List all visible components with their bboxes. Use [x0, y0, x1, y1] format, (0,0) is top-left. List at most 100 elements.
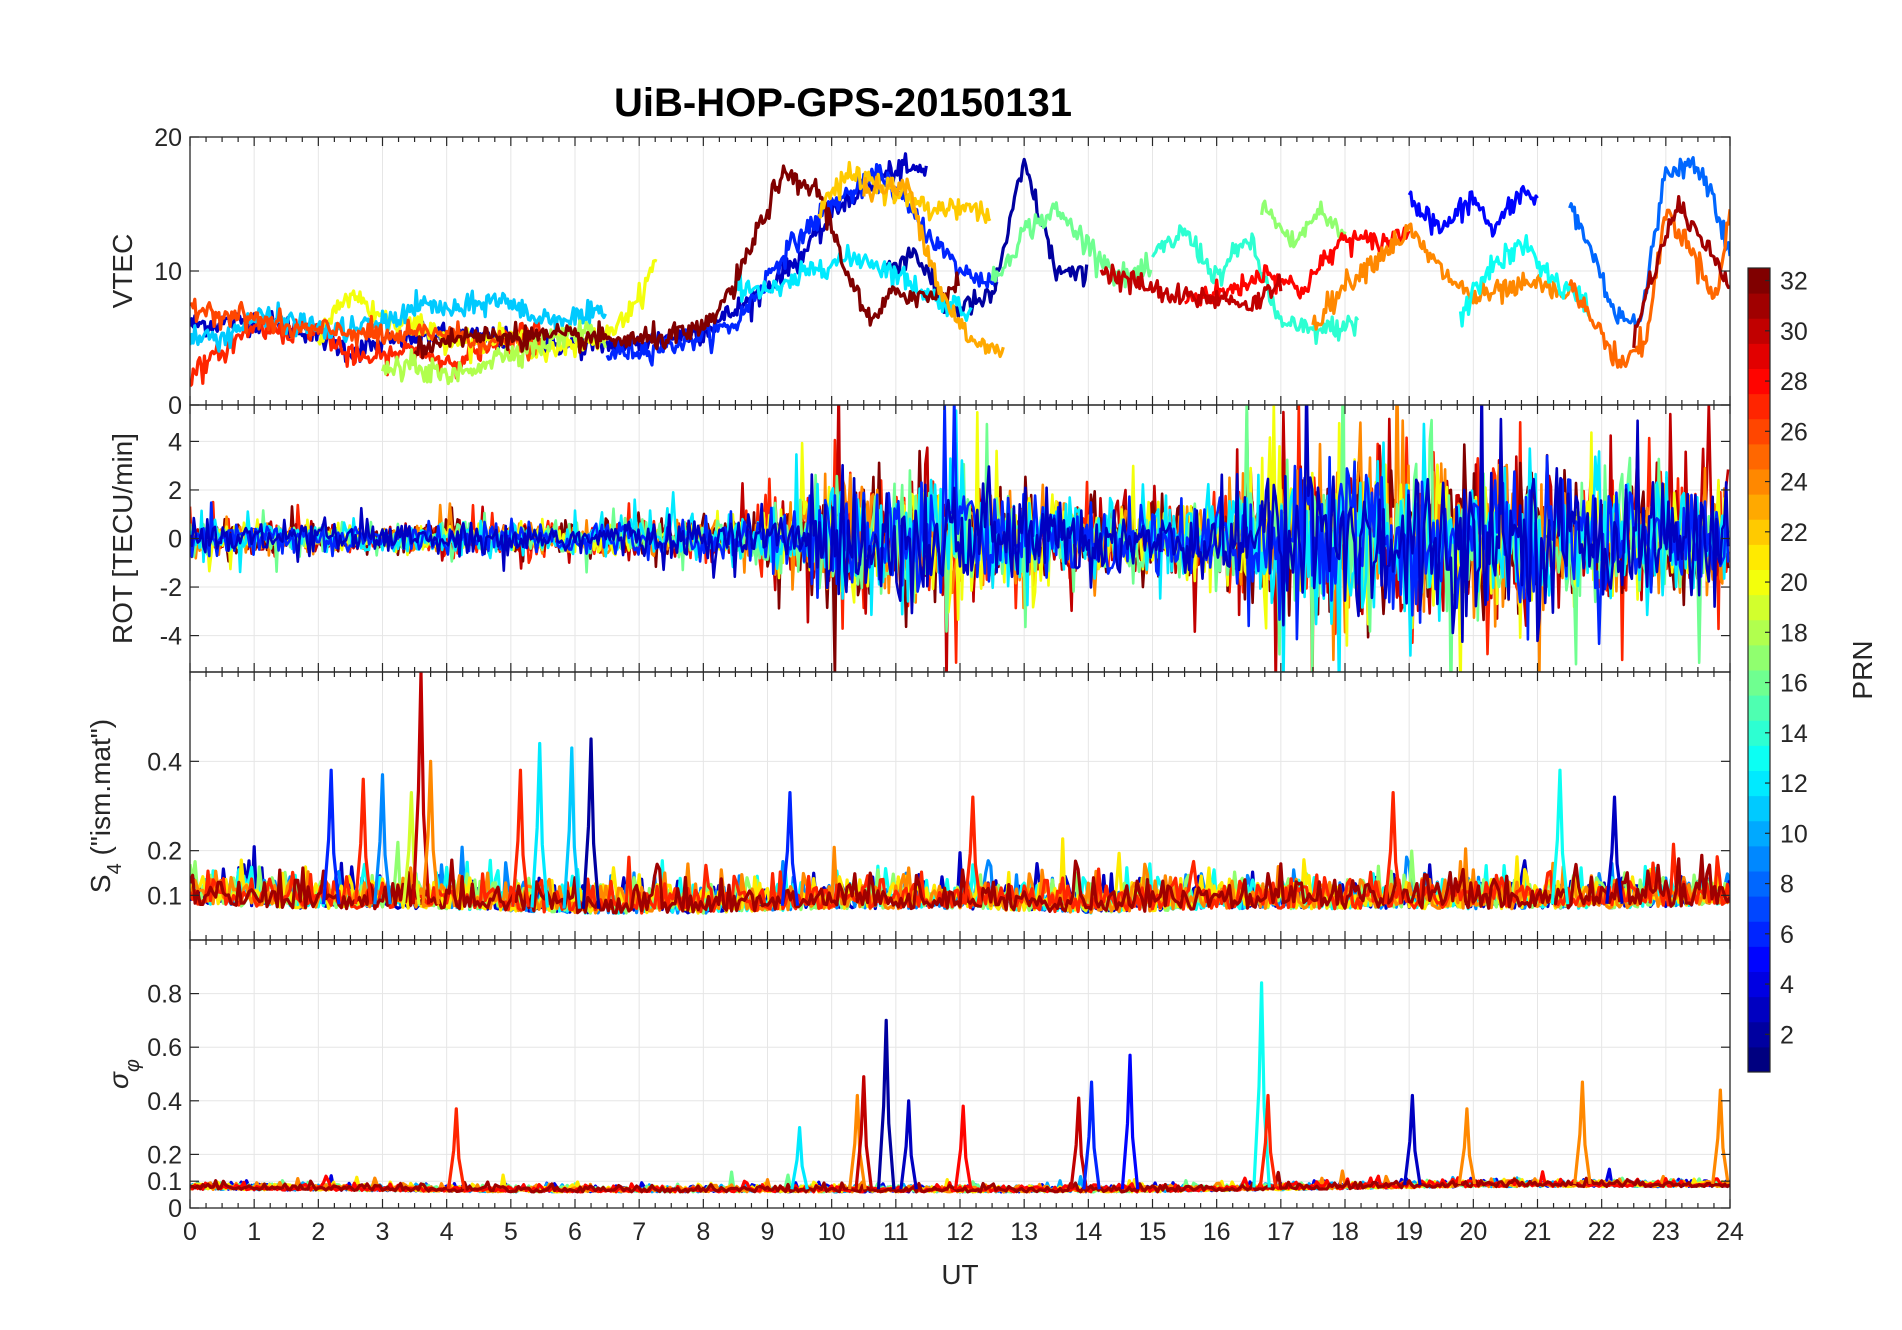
- ytick-label: 0.1: [147, 1168, 182, 1196]
- colorbar-tick-label: 6: [1780, 921, 1794, 949]
- ticks-1: [189, 136, 1731, 406]
- spike-prn-30: [1069, 1096, 1088, 1190]
- xtick-label: 14: [1074, 1218, 1102, 1246]
- series-line-prn-31: [1632, 195, 1730, 349]
- series-line-prn-28: [1184, 226, 1411, 308]
- colorbar-segment: [1748, 1046, 1770, 1073]
- colorbar-tick-label: 26: [1780, 418, 1808, 446]
- ytick-label: 0.2: [147, 1141, 182, 1169]
- spike-prn-24: [848, 1093, 867, 1190]
- colorbar-segment: [1748, 469, 1770, 495]
- colorbar-tick-label: 22: [1780, 519, 1808, 547]
- colorbar-segment: [1748, 318, 1770, 344]
- xtick-label: 5: [504, 1218, 518, 1246]
- xtick-label: 17: [1267, 1218, 1295, 1246]
- panel-3: 0.10.20.4S4 ("ism.mat"): [85, 671, 1731, 941]
- y-axis-label-1: VTEC: [107, 234, 138, 309]
- xtick-label: 24: [1716, 1218, 1744, 1246]
- series-line-prn-24: [1311, 222, 1572, 331]
- spike-prn-27: [963, 795, 983, 905]
- colorbar-segment: [1748, 720, 1770, 746]
- data-2: [190, 405, 1730, 672]
- subscript: 4: [104, 863, 126, 874]
- xtick-label: 8: [696, 1218, 710, 1246]
- spike-prn-3: [1403, 1093, 1422, 1186]
- series-line-prn-25: [1568, 208, 1730, 369]
- series-line-prn-26: [190, 297, 543, 362]
- series-line-prn-8: [1568, 156, 1730, 329]
- ytick-label: -4: [160, 623, 182, 651]
- ytick-label: 0: [168, 526, 182, 554]
- xtick-label: 1: [247, 1218, 261, 1246]
- spike-prn-27: [447, 1107, 466, 1190]
- figure-title: UiB-HOP-GPS-20150131: [614, 81, 1072, 125]
- colorbar-tick-label: 16: [1780, 670, 1808, 698]
- series-line-prn-5: [1407, 185, 1539, 238]
- colorbar-tick-label: 28: [1780, 368, 1808, 396]
- colorbar-segment: [1748, 393, 1770, 420]
- ticks-4: [189, 940, 1731, 1209]
- ytick-label: 0: [168, 1195, 182, 1223]
- colorbar-tick-label: 32: [1780, 268, 1808, 296]
- label-rest: ("ism.mat"): [85, 719, 116, 863]
- colorbar-segment: [1748, 820, 1770, 847]
- series-line-prn-13: [1458, 234, 1591, 328]
- colorbar-segment: [1748, 519, 1770, 545]
- xtick-label: 21: [1524, 1218, 1552, 1246]
- ytick-label: 20: [154, 124, 182, 152]
- spike-prn-6: [1082, 1080, 1101, 1190]
- x-axis-label: UT: [941, 1259, 978, 1290]
- colorbar-label: PRN: [1847, 640, 1878, 699]
- colorbar-tick-label: 2: [1780, 1021, 1794, 1049]
- colorbar-tick-label: 14: [1780, 720, 1808, 748]
- xtick-label: 20: [1459, 1218, 1487, 1246]
- xtick-label: 4: [440, 1218, 454, 1246]
- ytick-label: 0: [168, 392, 182, 420]
- data-4: [190, 981, 1730, 1194]
- series-line-prn-3: [190, 405, 1730, 643]
- spike-prn-30: [411, 672, 431, 905]
- colorbar-segment: [1748, 418, 1770, 445]
- spike-prn-13: [1550, 768, 1570, 905]
- spike-prn-24: [1711, 1088, 1730, 1185]
- colorbar-segment: [1748, 670, 1770, 696]
- xtick-label: 11: [883, 1218, 909, 1246]
- data-3: [190, 672, 1730, 915]
- grid-4: [189, 940, 1731, 1209]
- ticks-3: [189, 672, 1731, 940]
- xtick-label: 18: [1331, 1218, 1359, 1246]
- colorbar-segment: [1748, 795, 1770, 822]
- colorbar-segment: [1748, 770, 1770, 797]
- spike-prn-3: [899, 1099, 918, 1190]
- colorbar-tick-label: 12: [1780, 770, 1808, 798]
- subscript: φ: [122, 1059, 144, 1072]
- colorbar-segment: [1748, 494, 1770, 520]
- spike-prn-6: [321, 768, 341, 905]
- xtick-label: 22: [1588, 1218, 1616, 1246]
- xtick-label: 7: [632, 1218, 646, 1246]
- series-line-prn-11: [190, 289, 607, 353]
- colorbar-tick-label: 4: [1780, 971, 1794, 999]
- spike-prn-24: [421, 759, 440, 905]
- colorbar-segment: [1748, 996, 1770, 1023]
- colorbar-tick-label: 10: [1780, 820, 1808, 848]
- series-line-prn-2: [882, 157, 1089, 319]
- xtick-label: 6: [568, 1218, 582, 1246]
- spike-prn-3: [1605, 795, 1624, 905]
- ytick-label: 0.2: [147, 838, 182, 866]
- colorbar-segment: [1748, 946, 1770, 972]
- colorbar-segment: [1748, 368, 1770, 395]
- colorbar-segment: [1748, 268, 1770, 294]
- spike-prn-27: [1258, 1093, 1278, 1188]
- spike-prn-6: [780, 791, 800, 906]
- ytick-label: 0.1: [147, 882, 182, 910]
- spike-prn-27: [511, 768, 530, 907]
- colorbar-segment: [1748, 1021, 1770, 1048]
- spike-prn-9: [373, 773, 392, 905]
- series-line-prn-23: [862, 175, 1005, 359]
- spike-prn-12: [790, 1126, 809, 1190]
- xtick-label: 3: [376, 1218, 390, 1246]
- spike-prn-2: [876, 1018, 896, 1190]
- spike-prn-11: [562, 746, 582, 909]
- data-1: [190, 152, 1730, 388]
